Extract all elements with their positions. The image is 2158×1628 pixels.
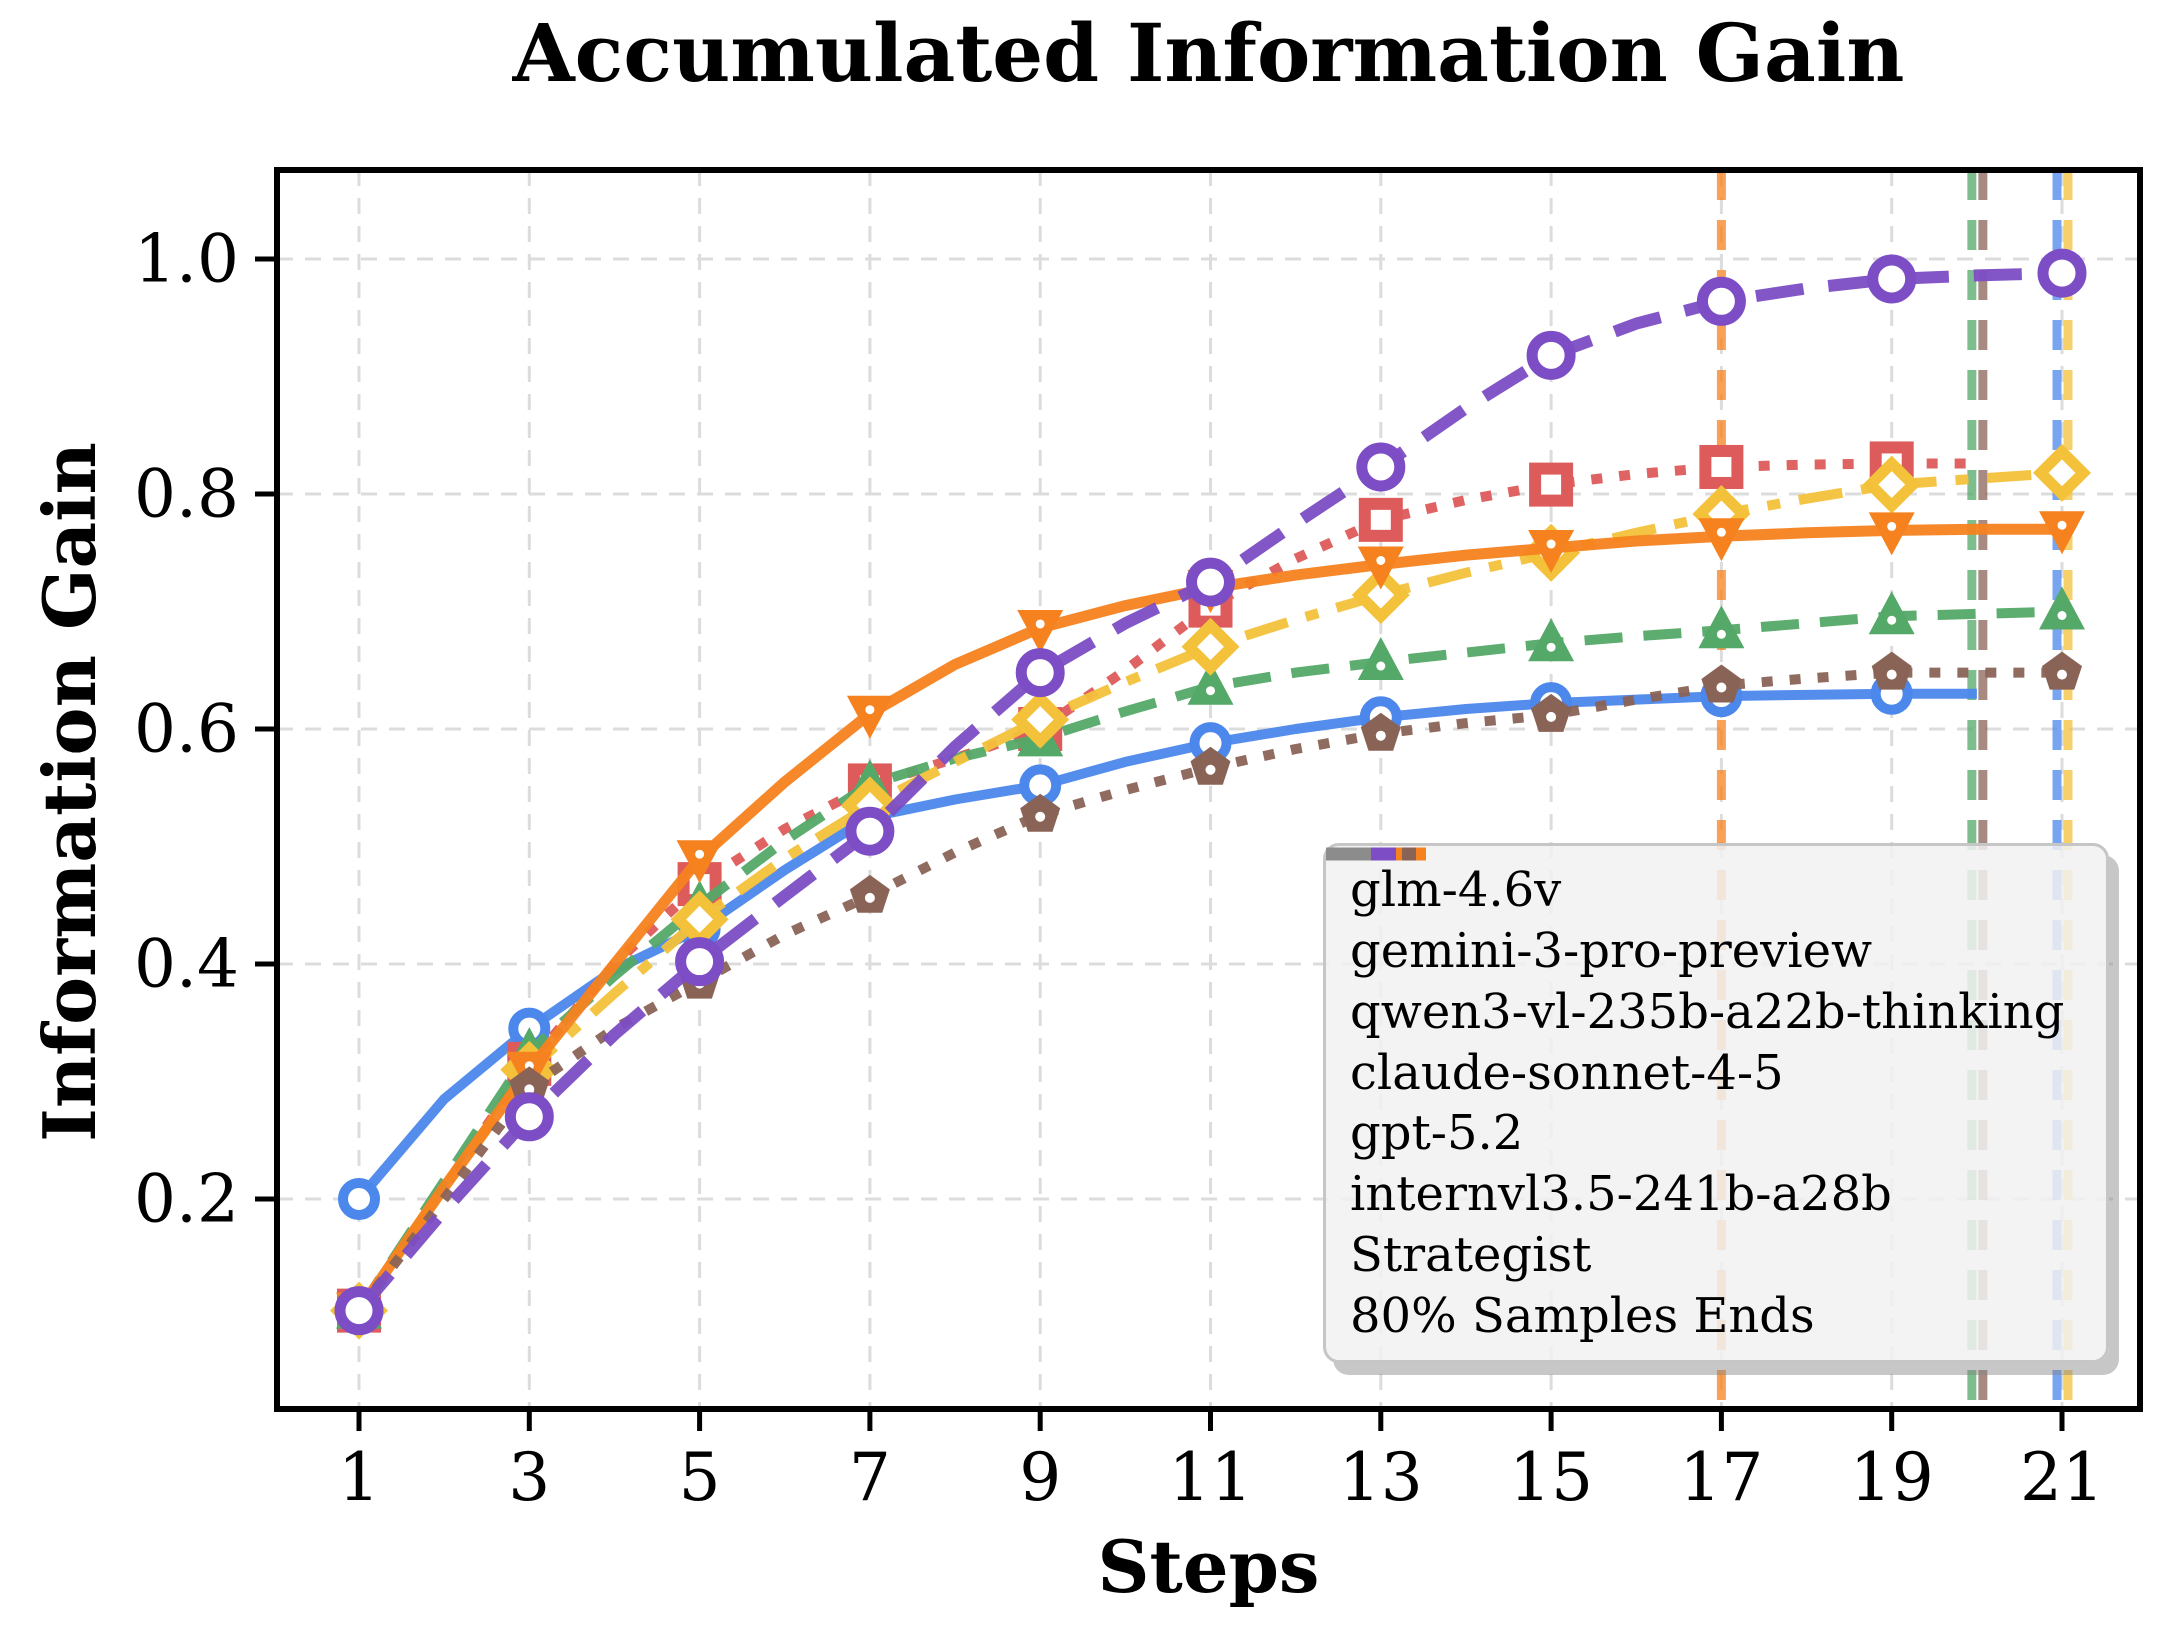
legend-label: internvl3.5-241b-a28b (1350, 1166, 1892, 1223)
marker-dot (1546, 642, 1556, 652)
marker (1357, 546, 1404, 590)
marker (1698, 518, 1745, 562)
legend-label: claude-sonnet-4-5 (1350, 1044, 1784, 1101)
legend-item-gpt-5.2: gpt-5.2 (1326, 847, 2082, 1162)
x-tick-label: 9 (1019, 1439, 1061, 1516)
marker (1187, 661, 1234, 705)
marker-dot (1546, 539, 1556, 549)
marker-dot (695, 849, 705, 859)
marker (1011, 690, 1070, 749)
x-tick-label: 17 (1679, 1439, 1763, 1516)
legend-swatch (1326, 847, 1426, 861)
marker (334, 1286, 384, 1336)
legend: glm-4.6v gemini-3-pro-preview qwen3-vl-235… (1323, 843, 2109, 1363)
y-tick-label: 0.2 (134, 1161, 239, 1238)
x-tick-label: 15 (1509, 1439, 1593, 1516)
marker-dot (1716, 629, 1726, 639)
x-tick-label: 19 (1850, 1439, 1934, 1516)
marker-dot (524, 1061, 534, 1071)
marker-dot (2057, 669, 2067, 680)
x-tick-label: 7 (849, 1439, 891, 1516)
marker (675, 937, 725, 987)
marker (1357, 637, 1404, 681)
marker-dot (1716, 527, 1726, 537)
marker (2037, 248, 2087, 298)
marker (1528, 530, 1575, 574)
marker-dot (524, 1084, 535, 1095)
marker-dot (1035, 811, 1046, 822)
marker (1526, 330, 1576, 380)
legend-item-claude-sonnet-4-5: claude-sonnet-4-5 (1326, 847, 2082, 1101)
marker-dot (1887, 615, 1897, 625)
legend-label: qwen3-vl-235b-a22b-thinking (1350, 983, 2065, 1040)
legend-label: Strategist (1350, 1226, 1592, 1283)
y-tick-label: 0.8 (134, 456, 239, 533)
marker (1529, 462, 1574, 507)
legend-item-strategist: Strategist (1326, 847, 2082, 1283)
marker-dot (1886, 669, 1897, 680)
marker (1528, 618, 1575, 662)
x-axis-label: Steps (1097, 1524, 1320, 1609)
marker (1181, 617, 1240, 676)
marker (676, 840, 723, 884)
marker-dot (1546, 711, 1557, 722)
y-tick-label: 1.0 (134, 221, 239, 298)
marker-dot (1035, 619, 1045, 629)
x-tick-label: 11 (1169, 1439, 1253, 1516)
marker-dot (865, 705, 875, 715)
x-tick-label: 1 (338, 1439, 380, 1516)
legend-item-80-samples-ends: 80% Samples Ends (1326, 847, 2082, 1344)
x-tick-label: 5 (679, 1439, 721, 1516)
marker (1868, 591, 1915, 635)
marker (1696, 276, 1746, 326)
marker (2039, 586, 2085, 630)
marker-dot (1206, 686, 1215, 696)
marker-dot (1887, 521, 1897, 531)
legend-label: 80% Samples Ends (1350, 1287, 1815, 1344)
marker (846, 695, 893, 739)
marker-dot (864, 892, 875, 903)
legend-item-gemini-3-pro-preview: gemini-3-pro-preview (1326, 847, 2082, 980)
marker-dot (2057, 520, 2067, 530)
marker (338, 1178, 380, 1220)
legend-item-internvl3.5-241b-a28b: internvl3.5-241b-a28b (1326, 847, 2082, 1223)
marker-dot (1205, 764, 1216, 775)
series-line-claude-sonnet-4-5 (354, 467, 2063, 1314)
marker (1862, 455, 1921, 514)
x-tick-label: 3 (508, 1439, 550, 1516)
marker-dot (1375, 730, 1386, 741)
x-tick-label: 13 (1339, 1439, 1423, 1516)
marker-dot (2057, 611, 2067, 620)
marker (1015, 648, 1065, 698)
y-tick-label: 0.4 (134, 926, 239, 1003)
marker (2039, 511, 2085, 555)
marker (845, 806, 895, 856)
marker (1868, 512, 1915, 556)
marker (1017, 609, 1064, 653)
marker (1358, 497, 1403, 542)
marker (670, 890, 729, 949)
marker (1186, 557, 1235, 607)
marker-dot (1376, 556, 1386, 565)
marker (504, 1092, 554, 1142)
x-tick-label: 21 (2020, 1439, 2104, 1516)
marker (1698, 605, 1745, 649)
marker (2033, 443, 2091, 502)
legend-label: gemini-3-pro-preview (1350, 923, 1873, 980)
chart-title: Accumulated Information Gain (512, 6, 1905, 100)
legend-label: glm-4.6v (1350, 862, 1562, 919)
marker (1867, 254, 1917, 304)
marker-dot (1376, 661, 1386, 671)
marker (1356, 442, 1406, 492)
legend-item-qwen3-vl-235b-a22b-thinking: qwen3-vl-235b-a22b-thinking (1326, 847, 2082, 1040)
marker-dot (1716, 682, 1727, 693)
marker (1351, 566, 1410, 625)
legend-label: gpt-5.2 (1350, 1105, 1524, 1162)
legend-item-glm-4.6v: glm-4.6v (1326, 847, 2082, 919)
y-tick-label: 0.6 (134, 691, 239, 768)
marker (1699, 444, 1744, 489)
